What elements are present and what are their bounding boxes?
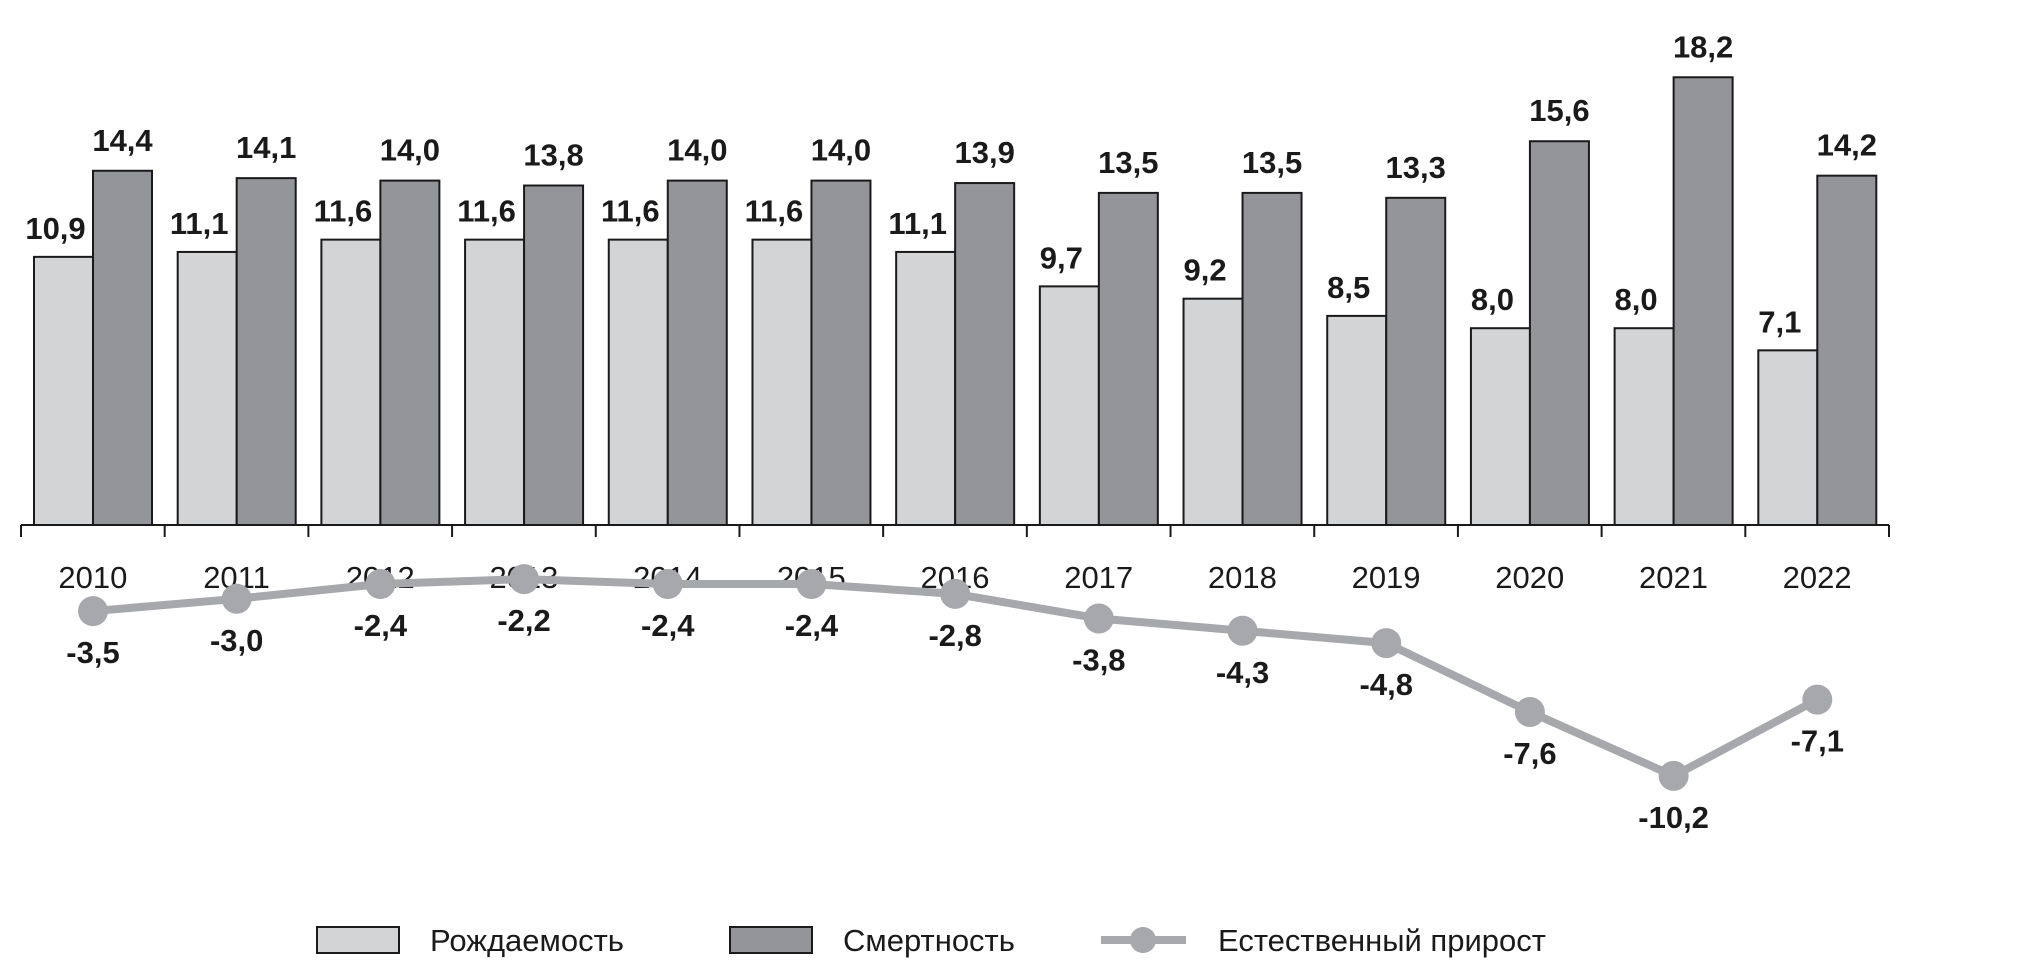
growth-point-2013: [509, 564, 540, 595]
bar-birth-2022: [1757, 349, 1819, 526]
label-death-2013: 13,8: [523, 138, 583, 173]
bar-death-2010: [92, 169, 153, 526]
year-label-2018: 2018: [1208, 560, 1277, 595]
bar-birth-2010: [33, 255, 94, 526]
legend-label-growth: Естественный прирост: [1218, 923, 1546, 958]
label-death-2010: 14,4: [92, 123, 153, 158]
bar-birth-2018: [1182, 297, 1244, 526]
label-death-2014: 14,0: [667, 133, 727, 168]
growth-label-2018: -4,3: [1216, 655, 1269, 690]
growth-label-2022: -7,1: [1791, 724, 1844, 759]
growth-point-2021: [1658, 760, 1689, 791]
bar-birth-2017: [1038, 285, 1100, 526]
bar-birth-2021: [1613, 327, 1675, 527]
label-death-2011: 14,1: [236, 130, 296, 165]
growth-label-2013: -2,2: [497, 603, 550, 638]
label-birth-2020: 8,0: [1471, 282, 1514, 317]
growth-point-2019: [1371, 628, 1402, 659]
bar-birth-2016: [895, 250, 957, 526]
label-birth-2022: 7,1: [1758, 304, 1801, 339]
growth-label-2020: -7,6: [1503, 736, 1556, 771]
label-birth-2015: 11,6: [745, 194, 804, 229]
legend-label-birth: Рождаемость: [430, 923, 624, 958]
label-birth-2014: 11,6: [601, 194, 660, 229]
bar-birth-2019: [1326, 314, 1388, 526]
growth-point-2017: [1083, 603, 1114, 634]
legend-swatch-death: [729, 926, 813, 954]
year-label-2010: 2010: [58, 560, 127, 595]
bar-death-2012: [379, 179, 441, 526]
year-label-2019: 2019: [1352, 560, 1421, 595]
year-label-2021: 2021: [1639, 560, 1708, 595]
growth-point-2018: [1227, 615, 1258, 646]
label-death-2020: 15,6: [1529, 93, 1589, 128]
growth-label-2017: -3,8: [1072, 642, 1125, 677]
growth-label-2015: -2,4: [785, 608, 839, 643]
label-birth-2010: 10,9: [25, 211, 85, 246]
label-death-2015: 14,0: [811, 133, 871, 168]
label-death-2018: 13,5: [1242, 145, 1302, 180]
bar-birth-2013: [464, 238, 526, 526]
bar-death-2016: [954, 182, 1016, 526]
legend-marker-growth: [1130, 927, 1156, 953]
growth-point-2020: [1514, 696, 1545, 727]
line-layer: -3,5 -3,0 -2,4 -2,2 -2,4 -2,4 -2,8 -3,8 -4,3 -4,8…: [66, 564, 1844, 835]
bar-death-2013: [523, 184, 585, 527]
growth-label-2014: -2,4: [641, 608, 695, 643]
growth-label-2010: -3,5: [66, 635, 119, 670]
growth-point-2011: [221, 583, 252, 614]
label-death-2017: 13,5: [1098, 145, 1158, 180]
bar-death-2022: [1816, 174, 1878, 526]
label-death-2016: 13,9: [954, 135, 1014, 170]
label-birth-2017: 9,7: [1040, 240, 1083, 275]
legend-swatch-birth: [316, 926, 400, 954]
label-birth-2019: 8,5: [1327, 270, 1370, 305]
label-birth-2012: 11,6: [314, 194, 373, 229]
growth-point-2022: [1802, 684, 1833, 715]
bar-birth-2015: [751, 238, 813, 526]
growth-point-2015: [796, 569, 827, 600]
bar-death-2014: [666, 179, 728, 526]
bar-death-2011: [235, 177, 297, 526]
label-death-2022: 14,2: [1817, 128, 1877, 163]
growth-point-2010: [78, 596, 108, 627]
legend-label-death: Смертность: [843, 923, 1015, 958]
label-birth-2013: 11,6: [457, 194, 516, 229]
growth-label-2019: -4,8: [1360, 667, 1413, 702]
label-death-2019: 13,3: [1386, 150, 1446, 185]
label-death-2012: 14,0: [380, 133, 440, 168]
bar-death-2020: [1528, 140, 1590, 527]
year-label-2022: 2022: [1783, 560, 1852, 595]
year-label-2020: 2020: [1495, 560, 1564, 595]
growth-label-2012: -2,4: [354, 608, 408, 643]
label-birth-2011: 11,1: [170, 206, 229, 241]
bar-death-2018: [1241, 191, 1303, 526]
growth-label-2011: -3,0: [210, 623, 263, 658]
bar-death-2019: [1385, 196, 1447, 526]
bar-birth-2012: [320, 238, 382, 526]
label-birth-2016: 11,1: [888, 206, 947, 241]
label-death-2021: 18,2: [1673, 29, 1733, 64]
bar-birth-2020: [1469, 327, 1531, 527]
growth-label-2016: -2,8: [928, 618, 981, 653]
bar-death-2015: [810, 179, 872, 526]
year-label-2017: 2017: [1064, 560, 1133, 595]
growth-label-2021: -10,2: [1638, 800, 1709, 835]
bars-layer: 10,914,411,114,111,614,011,613,811,614,0…: [25, 29, 1878, 527]
bar-death-2021: [1672, 76, 1734, 526]
growth-point-2012: [365, 569, 396, 600]
bar-birth-2014: [607, 238, 669, 526]
legend: Рождаемость Смертность Естественный прир…: [316, 923, 1546, 958]
bar-death-2017: [1097, 191, 1159, 526]
growth-point-2016: [940, 578, 971, 609]
bar-birth-2011: [176, 250, 238, 526]
label-birth-2018: 9,2: [1183, 253, 1226, 288]
growth-point-2014: [652, 569, 683, 600]
label-birth-2021: 8,0: [1615, 282, 1658, 317]
